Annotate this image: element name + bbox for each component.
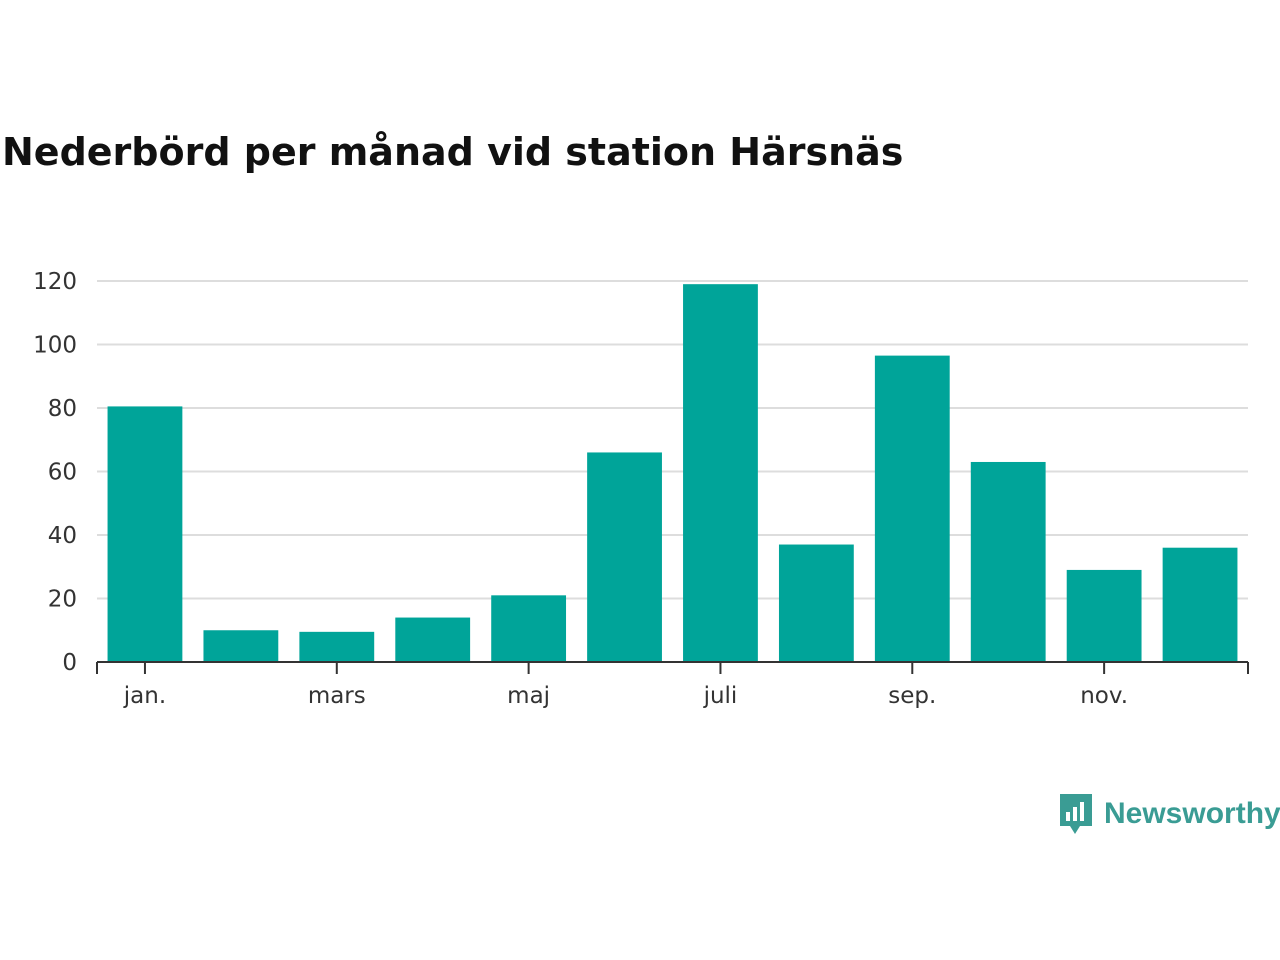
bar-7 <box>683 284 758 662</box>
y-tick-label: 20 <box>48 587 77 613</box>
bar-3 <box>299 631 375 662</box>
x-tick-label: jan. <box>123 683 166 709</box>
y-tick-label: 40 <box>48 523 77 549</box>
x-tick-label: sep. <box>888 683 936 709</box>
bar-1 <box>107 406 183 662</box>
y-tick-label: 120 <box>33 269 77 295</box>
bar-4 <box>395 617 471 662</box>
y-tick-label: 80 <box>48 396 77 422</box>
axes <box>96 661 1249 674</box>
bar-9 <box>874 355 950 662</box>
bar-12 <box>1162 547 1238 662</box>
y-tick-label: 0 <box>62 650 77 676</box>
x-tick-label: nov. <box>1080 683 1128 709</box>
y-tick-label: 100 <box>33 333 77 359</box>
tick-labels: 0 20 40 60 80 100 120 jan. mars maj juli sep. nov. <box>33 269 1128 709</box>
gridlines <box>97 280 1248 600</box>
chart-title: Nederbörd per månad vid station Härsnäs <box>2 130 904 174</box>
x-tick-label: maj <box>507 683 550 709</box>
bar-6 <box>587 452 662 662</box>
x-tick-label: mars <box>308 683 366 709</box>
bar-2 <box>203 630 279 662</box>
bar-5 <box>491 595 567 662</box>
newsworthy-logo-text: Newsworthy <box>1104 797 1280 830</box>
bars <box>107 284 1238 662</box>
bar-11 <box>1066 569 1142 662</box>
bar-8 <box>778 544 854 662</box>
y-tick-label: 60 <box>48 460 77 486</box>
newsworthy-logo-icon <box>1060 794 1092 834</box>
newsworthy-logo: Newsworthy <box>1058 792 1280 836</box>
x-tick-label: juli <box>703 683 738 709</box>
bar-10 <box>970 461 1046 662</box>
